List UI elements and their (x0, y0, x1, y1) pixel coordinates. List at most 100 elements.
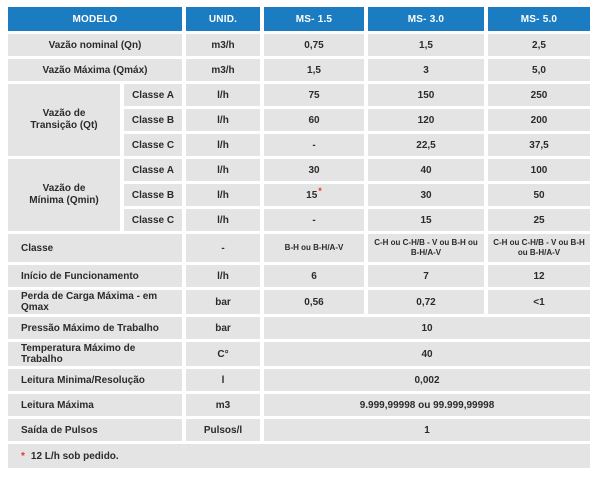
table-row: Classe B l/h 60 120 200 (8, 109, 590, 131)
row-vazao-maxima-unit: m3/h (186, 59, 260, 81)
header-ms30: MS- 3.0 (368, 7, 484, 31)
minima-classe-b-ms15-value: 15 (306, 189, 318, 201)
row-classe-ms15: B-H ou B-H/A-V (264, 234, 364, 262)
row-inicio-label: Início de Funcionamento (8, 265, 182, 287)
transicao-classe-b-label: Classe B (124, 109, 182, 131)
minima-classe-a-ms50: 100 (488, 159, 590, 181)
transicao-classe-a-ms30: 150 (368, 84, 484, 106)
row-inicio-unit: l/h (186, 265, 260, 287)
minima-classe-c-label: Classe C (124, 209, 182, 231)
table-row: Temperatura Máximo de Trabalho C° 40 (8, 342, 590, 366)
minima-classe-c-unit: l/h (186, 209, 260, 231)
transicao-classe-c-ms15: - (264, 134, 364, 156)
minima-classe-a-ms15: 30 (264, 159, 364, 181)
transicao-classe-a-label: Classe A (124, 84, 182, 106)
row-temperatura-unit: C° (186, 342, 260, 366)
table-row: Classe - B-H ou B-H/A-V C-H ou C-H/B - V… (8, 234, 590, 262)
row-vazao-maxima-ms15: 1,5 (264, 59, 364, 81)
table-row: Vazão nominal (Qn) m3/h 0,75 1,5 2,5 (8, 34, 590, 56)
group-label-minima: Vazão de Mínima (Qmin) (8, 159, 120, 231)
transicao-classe-a-unit: l/h (186, 84, 260, 106)
footnote-text: 12 L/h sob pedido. (30, 450, 119, 462)
row-classe-ms30: C-H ou C-H/B - V ou B-H ou B-H/A-V (368, 234, 484, 262)
row-leitura-max-unit: m3 (186, 394, 260, 416)
minima-classe-a-unit: l/h (186, 159, 260, 181)
row-saida-pulsos-value: 1 (264, 419, 590, 441)
table-row: Classe C l/h - 22,5 37,5 (8, 134, 590, 156)
row-perda-unit: bar (186, 290, 260, 314)
minima-classe-b-unit: l/h (186, 184, 260, 206)
row-vazao-nominal-ms50: 2,5 (488, 34, 590, 56)
row-perda-ms50: <1 (488, 290, 590, 314)
header-unid: UNID. (186, 7, 260, 31)
row-vazao-maxima-ms50: 5,0 (488, 59, 590, 81)
table-row: Início de Funcionamento l/h 6 7 12 (8, 265, 590, 287)
transicao-classe-a-ms15: 75 (264, 84, 364, 106)
header-modelo: MODELO (8, 7, 182, 31)
table-row: Classe C l/h - 15 25 (8, 209, 590, 231)
transicao-classe-c-ms30: 22,5 (368, 134, 484, 156)
row-leitura-max-value: 9.999,99998 ou 99.999,99998 (264, 394, 590, 416)
minima-classe-b-ms15: 15* (264, 184, 364, 206)
row-perda-ms30: 0,72 (368, 290, 484, 314)
row-classe-unit: - (186, 234, 260, 262)
table-row: Leitura Minima/Resolução l 0,002 (8, 369, 590, 391)
row-saida-pulsos-unit: Pulsos/l (186, 419, 260, 441)
minima-classe-c-ms50: 25 (488, 209, 590, 231)
table-row: Vazão de Mínima (Qmin) Classe A l/h 30 4… (8, 159, 590, 231)
row-leitura-min-unit: l (186, 369, 260, 391)
footnote-asterisk-icon: * (318, 185, 322, 196)
row-vazao-nominal-label: Vazão nominal (Qn) (8, 34, 182, 56)
row-perda-ms15: 0,56 (264, 290, 364, 314)
table-row: Leitura Máxima m3 9.999,99998 ou 99.999,… (8, 394, 590, 416)
table-row: Pressão Máximo de Trabalho bar 10 (8, 317, 590, 339)
row-vazao-maxima-label: Vazão Máxima (Qmáx) (8, 59, 182, 81)
transicao-classe-b-ms15: 60 (264, 109, 364, 131)
transicao-classe-b-ms30: 120 (368, 109, 484, 131)
row-temperatura-value: 40 (264, 342, 590, 366)
group-label-line2: Mínima (Qmin) (29, 195, 99, 206)
transicao-classe-c-label: Classe C (124, 134, 182, 156)
minima-classe-b-label: Classe B (124, 184, 182, 206)
transicao-classe-c-ms50: 37,5 (488, 134, 590, 156)
row-pressao-unit: bar (186, 317, 260, 339)
row-classe-label: Classe (8, 234, 182, 262)
footnote-asterisk-icon: * (21, 450, 25, 462)
row-vazao-nominal-ms30: 1,5 (368, 34, 484, 56)
header-ms15: MS- 1.5 (264, 7, 364, 31)
footnote-row: * 12 L/h sob pedido. (8, 444, 590, 468)
minima-classe-a-ms30: 40 (368, 159, 484, 181)
row-perda-label: Perda de Carga Máxima - em Qmax (8, 290, 182, 314)
row-classe-ms50: C-H ou C-H/B - V ou B-H ou B-H/A-V (488, 234, 590, 262)
spec-table: MODELO UNID. MS- 1.5 MS- 3.0 MS- 5.0 Vaz… (4, 4, 594, 471)
row-vazao-maxima-ms30: 3 (368, 59, 484, 81)
row-saida-pulsos-label: Saída de Pulsos (8, 419, 182, 441)
row-vazao-nominal-ms15: 0,75 (264, 34, 364, 56)
transicao-classe-b-ms50: 200 (488, 109, 590, 131)
row-leitura-max-label: Leitura Máxima (8, 394, 182, 416)
group-label-line1: Vazão de (42, 182, 86, 194)
table-row: Vazão de Transição (Qt) Classe A l/h 75 … (8, 84, 590, 156)
minima-classe-c-ms15: - (264, 209, 364, 231)
header-ms50: MS- 5.0 (488, 7, 590, 31)
minima-classe-c-ms30: 15 (368, 209, 484, 231)
footnote: * 12 L/h sob pedido. (8, 444, 590, 468)
group-label-transicao: Vazão de Transição (Qt) (8, 84, 120, 156)
row-pressao-value: 10 (264, 317, 590, 339)
group-label-line1: Vazão de (42, 107, 86, 119)
header-row: MODELO UNID. MS- 1.5 MS- 3.0 MS- 5.0 (8, 7, 590, 31)
row-inicio-ms50: 12 (488, 265, 590, 287)
table-row: Classe B l/h 15* 30 50 (8, 184, 590, 206)
table-row: Perda de Carga Máxima - em Qmax bar 0,56… (8, 290, 590, 314)
transicao-classe-c-unit: l/h (186, 134, 260, 156)
row-inicio-ms30: 7 (368, 265, 484, 287)
minima-classe-b-ms30: 30 (368, 184, 484, 206)
transicao-classe-a-ms50: 250 (488, 84, 590, 106)
row-leitura-min-value: 0,002 (264, 369, 590, 391)
row-vazao-nominal-unit: m3/h (186, 34, 260, 56)
table-row: Vazão Máxima (Qmáx) m3/h 1,5 3 5,0 (8, 59, 590, 81)
minima-classe-b-ms50: 50 (488, 184, 590, 206)
group-label-line2: Transição (Qt) (30, 120, 98, 131)
transicao-classe-b-unit: l/h (186, 109, 260, 131)
row-leitura-min-label: Leitura Minima/Resolução (8, 369, 182, 391)
